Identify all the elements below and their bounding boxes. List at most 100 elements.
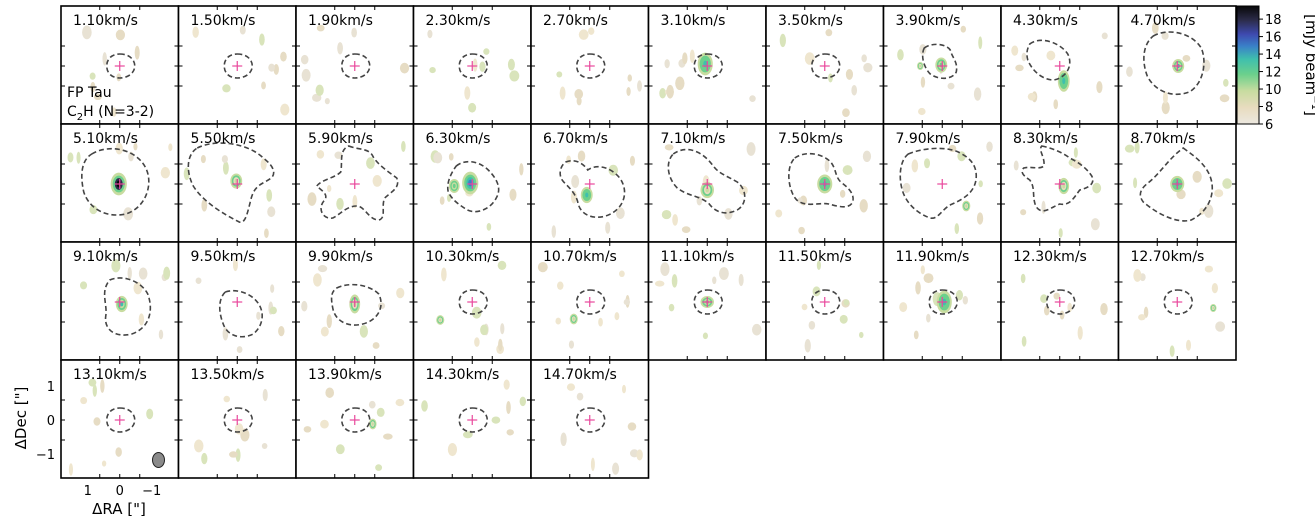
mask-contour (340, 53, 371, 79)
noise-speckle (1126, 66, 1133, 77)
colorbar-tick-label: 10 (1265, 83, 1282, 98)
colorbar-tick-label: 12 (1265, 66, 1282, 81)
noise-speckle (696, 195, 703, 206)
noise-speckle (307, 192, 317, 206)
noise-speckle (738, 273, 744, 287)
velocity-label: 13.90km/s (308, 367, 382, 383)
colorbar-tick-label: 14 (1265, 48, 1282, 63)
noise-speckle (839, 189, 846, 198)
noise-speckle (618, 270, 625, 278)
noise-speckle (491, 416, 501, 424)
velocity-label: 11.10km/s (661, 249, 735, 265)
noise-speckle (779, 33, 786, 48)
noise-speckle (395, 398, 405, 407)
noise-speckle (1204, 265, 1214, 273)
channel-panel: 1.90km/s (295, 5, 415, 125)
velocity-label: 7.10km/s (661, 131, 726, 147)
noise-speckle (1214, 189, 1224, 198)
noise-speckle (474, 337, 480, 347)
noise-speckle (376, 407, 385, 417)
noise-speckle (138, 267, 148, 280)
noise-speckle (1161, 32, 1169, 40)
noise-speckle (194, 439, 204, 453)
noise-speckle (976, 212, 984, 225)
noise-speckle (317, 265, 328, 273)
noise-speckle (627, 422, 637, 431)
channel-panel: 8.70km/s (1117, 123, 1237, 243)
noise-speckle (468, 102, 477, 113)
noise-speckle (1211, 282, 1219, 294)
emission-peak (965, 204, 968, 208)
velocity-label: 14.70km/s (543, 367, 617, 383)
noise-speckle (913, 330, 919, 340)
noise-speckle (1058, 228, 1063, 238)
noise-speckle (399, 62, 410, 74)
x-axis-label: ΔRA ["] (92, 500, 146, 518)
mask-contour (446, 160, 500, 213)
noise-speckle (808, 320, 816, 330)
noise-speckle (590, 457, 595, 472)
noise-speckle (115, 29, 126, 41)
noise-speckle (433, 152, 443, 164)
noise-speckle (915, 281, 921, 295)
channel-panel: 5.10km/s (60, 123, 180, 243)
channel-panel: 7.90km/s (882, 123, 1002, 243)
channel-panel: 3.10km/s (647, 5, 767, 125)
velocity-label: 2.30km/s (426, 13, 491, 29)
noise-speckle (1041, 200, 1046, 214)
noise-speckle (955, 290, 964, 301)
noise-speckle (471, 306, 482, 319)
channel-panel: 1.50km/s (177, 5, 297, 125)
velocity-label: 10.30km/s (426, 249, 500, 265)
noise-speckle (605, 221, 611, 234)
noise-speckle (724, 208, 733, 220)
noise-speckle (101, 460, 107, 467)
noise-speckle (111, 107, 117, 117)
noise-speckle (82, 25, 92, 40)
noise-speckle (578, 29, 589, 40)
velocity-label: 13.50km/s (191, 367, 265, 383)
channel-panel: 3.90km/s (882, 5, 1002, 125)
colorbar-tick-label: 16 (1265, 31, 1282, 46)
velocity-label: 1.50km/s (191, 13, 256, 29)
colorbar-gradient (1236, 5, 1260, 125)
noise-speckle (608, 164, 619, 176)
noise-speckle (127, 267, 132, 280)
channel-panel: 11.10km/s (647, 241, 767, 361)
noise-speckle (509, 70, 520, 82)
noise-speckle (1021, 52, 1027, 62)
mask-contour (315, 145, 399, 221)
channel-panel: 2.30km/s (412, 5, 532, 125)
noise-speckle (851, 84, 858, 96)
noise-speckle (498, 338, 503, 352)
noise-speckle (1013, 160, 1019, 171)
noise-speckle (629, 155, 636, 166)
velocity-label: 12.70km/s (1131, 249, 1205, 265)
noise-speckle (1169, 345, 1175, 357)
noise-speckle (1223, 78, 1229, 87)
noise-speckle (664, 59, 670, 69)
noise-speckle (320, 419, 329, 429)
noise-speckle (555, 317, 562, 325)
noise-speckle (661, 209, 672, 220)
channel-panel: 13.10km/s 1 0 −1 1 0 −1 (36, 359, 180, 499)
noise-speckle (615, 207, 625, 219)
channel-panel: 11.90km/s (882, 241, 1002, 361)
noise-speckle (264, 228, 269, 239)
velocity-label: 1.90km/s (308, 13, 373, 29)
noise-speckle (1043, 305, 1050, 316)
noise-speckle (260, 158, 267, 171)
noise-speckle (801, 303, 808, 311)
noise-speckle (859, 199, 868, 213)
noise-speckle (659, 88, 667, 99)
channel-panel: 14.70km/s (530, 359, 650, 479)
noise-speckle (1203, 204, 1214, 218)
noise-speckle (267, 206, 276, 218)
noise-speckle (804, 339, 811, 353)
mask-contour (667, 148, 746, 214)
noise-speckle (134, 45, 140, 60)
noise-speckle (223, 395, 230, 403)
channel-panel: 4.30km/s (1000, 5, 1120, 125)
emission-peak (439, 318, 442, 322)
noise-speckle (68, 463, 74, 476)
